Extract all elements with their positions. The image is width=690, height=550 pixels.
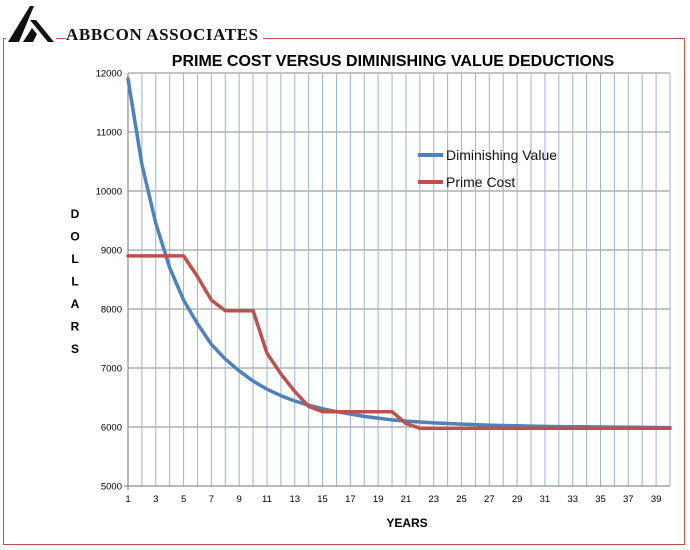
legend-label: Prime Cost [446,174,515,190]
x-tick-label: 33 [567,494,578,505]
x-tick-label: 7 [209,494,214,505]
y-axis-label-letter: S [71,342,79,356]
x-tick-label: 31 [540,494,551,505]
x-axis-label: YEARS [386,516,427,530]
legend-label: Diminishing Value [446,147,557,163]
y-tick-label: 12000 [96,69,122,80]
x-tick-label: 5 [181,494,186,505]
y-tick-label: 11000 [96,128,122,139]
x-tick-label: 17 [345,494,356,505]
x-tick-label: 3 [153,494,158,505]
x-tick-label: 39 [651,494,662,505]
chart-series [126,77,672,430]
x-tick-label: 13 [289,494,300,505]
company-logo-icon [6,4,56,44]
y-axis-label-letter: L [71,252,78,266]
x-tick-label: 23 [428,494,439,505]
y-tick-label: 7000 [101,364,122,375]
y-axis-ticks: 5000 6000 7000 8000 9000 10000 11000 12000 [96,69,122,493]
y-axis-label-letter: L [71,275,78,289]
x-tick-label: 9 [237,494,242,505]
y-tick-label: 9000 [101,246,122,257]
company-name: ABBCON ASSOCIATES [66,25,263,45]
series-line-diminishing-value [126,77,672,430]
x-tick-label: 1 [125,494,130,505]
y-tick-label: 5000 [101,482,122,493]
series-line-prime-cost [126,254,672,430]
chart-grid [127,72,671,487]
x-axis-ticks: 1 3 5 7 9 11 13 15 17 19 21 23 25 27 29 31 33 35 37 39 [125,494,661,505]
x-tick-label: 11 [262,494,272,505]
chart-legend: Diminishing Value Prime Cost [418,147,557,190]
x-tick-label: 15 [317,494,328,505]
x-tick-label: 19 [373,494,384,505]
y-tick-label: 6000 [101,423,122,434]
x-tick-label: 35 [595,494,606,505]
y-tick-label: 8000 [101,305,122,316]
x-tick-label: 37 [623,494,634,505]
y-tick-label: 10000 [96,187,122,198]
y-axis-label-letter: R [71,320,80,334]
x-tick-label: 29 [512,494,523,505]
chart-frame [3,38,685,545]
x-tick-label: 27 [484,494,495,505]
y-axis-label-letter: O [70,230,79,244]
y-axis-label-letter: A [71,297,80,311]
y-axis-label-letter: D [71,207,80,221]
x-tick-label: 21 [401,494,412,505]
chart-title: PRIME COST VERSUS DIMINISHING VALUE DEDU… [172,53,615,70]
chart-axes [124,73,670,490]
x-tick-label: 25 [456,494,467,505]
